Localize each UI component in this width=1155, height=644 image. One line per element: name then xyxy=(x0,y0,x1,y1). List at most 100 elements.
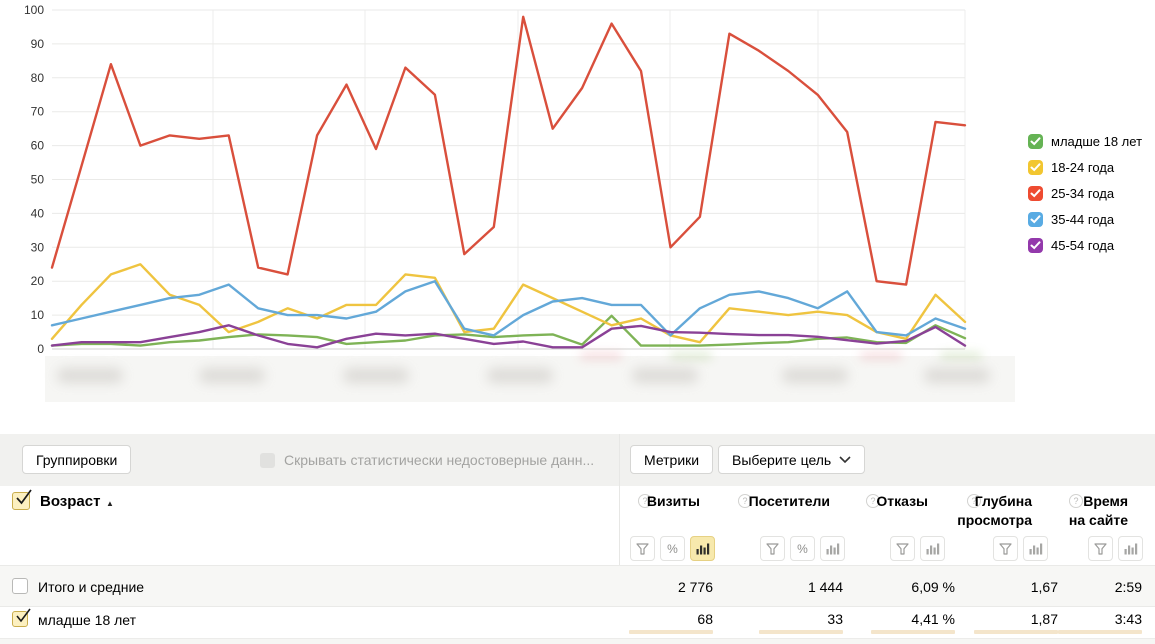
depth-ratio-bar xyxy=(974,630,1058,634)
help-icon[interactable]: ? xyxy=(866,494,880,508)
under18-visitors-value: 33 xyxy=(827,611,843,627)
visits-filter-funnel-icon[interactable] xyxy=(630,536,655,561)
visits-ratio-bar xyxy=(629,630,713,634)
legend-item-35-44[interactable]: 35-44 года xyxy=(1028,206,1142,232)
legend-label: 18-24 года xyxy=(1051,159,1115,175)
blurred-date-label xyxy=(343,368,409,383)
blur-smear xyxy=(940,353,982,359)
check-icon xyxy=(16,608,31,623)
check-icon xyxy=(1030,188,1041,197)
visitors-ratio-bar xyxy=(759,630,843,634)
column-header-visits[interactable]: Визиты xyxy=(646,493,700,509)
svg-text:30: 30 xyxy=(31,240,45,254)
bars-icon xyxy=(1124,543,1137,554)
time-chart-bars-icon[interactable] xyxy=(1118,536,1143,561)
groupings-button[interactable]: Группировки xyxy=(22,445,132,474)
under18-bounces-value: 4,41 % xyxy=(911,611,955,627)
blurred-date-label xyxy=(782,368,848,383)
blurred-date-label xyxy=(632,368,698,383)
funnel-icon xyxy=(636,542,649,555)
dimension-header-age[interactable]: Возраст xyxy=(40,493,101,510)
legend-checkbox-under18[interactable] xyxy=(1028,133,1043,149)
chevron-down-icon xyxy=(839,456,851,463)
check-icon xyxy=(1030,240,1041,249)
row-separator xyxy=(0,606,1155,607)
funnel-icon xyxy=(766,542,779,555)
blur-smear xyxy=(860,353,902,359)
metrics-button[interactable]: Метрики xyxy=(630,445,714,474)
x-axis-blurred-labels xyxy=(45,353,1015,402)
column-header-visitors[interactable]: Посетители xyxy=(748,493,830,509)
visits-chart-bars-icon[interactable] xyxy=(690,536,715,561)
funnel-icon xyxy=(1094,542,1107,555)
select-goal-button[interactable]: Выберите цель xyxy=(718,445,866,474)
table-controls-bar: Группировки Скрывать статистически недос… xyxy=(0,434,1155,486)
svg-text:70: 70 xyxy=(31,105,45,119)
svg-text:100: 100 xyxy=(24,3,44,17)
under18-row-checkbox[interactable] xyxy=(12,608,31,627)
bars-icon xyxy=(1029,543,1042,554)
sort-asc-icon[interactable]: ▲ xyxy=(106,499,114,508)
visitors-percent-icon[interactable]: % xyxy=(790,536,815,561)
check-icon xyxy=(1030,214,1041,223)
visitors-chart-bars-icon[interactable] xyxy=(820,536,845,561)
legend-item-under18[interactable]: младше 18 лет xyxy=(1028,128,1142,154)
svg-text:40: 40 xyxy=(31,206,45,220)
svg-text:90: 90 xyxy=(31,37,45,51)
help-icon[interactable]: ? xyxy=(1069,494,1083,508)
legend-checkbox-45-54[interactable] xyxy=(1028,237,1043,253)
visits-percent-icon[interactable]: % xyxy=(660,536,685,561)
bounces-filter-funnel-icon[interactable] xyxy=(890,536,915,561)
legend-item-18-24[interactable]: 18-24 года xyxy=(1028,154,1142,180)
svg-text:0: 0 xyxy=(37,342,44,356)
blurred-date-label xyxy=(924,368,990,383)
bars-icon xyxy=(696,543,709,554)
next-row-edge xyxy=(0,638,1155,644)
blurred-date-label xyxy=(199,368,265,383)
legend-checkbox-35-44[interactable] xyxy=(1028,211,1043,227)
blurred-date-label xyxy=(57,368,123,383)
totals-depth-value: 1,67 xyxy=(1030,579,1058,595)
table-row-under18: младше 18 лет 68 33 4,41 % 1,87 3:43 xyxy=(0,607,1155,638)
legend-item-25-34[interactable]: 25-34 года xyxy=(1028,180,1142,206)
svg-text:20: 20 xyxy=(31,274,45,288)
svg-text:60: 60 xyxy=(31,139,45,153)
funnel-icon xyxy=(896,542,909,555)
bounces-ratio-bar xyxy=(871,630,955,634)
legend-label: 25-34 года xyxy=(1051,185,1115,201)
bars-icon xyxy=(926,543,939,554)
legend-item-45-54[interactable]: 45-54 года xyxy=(1028,232,1142,258)
bars-icon xyxy=(826,543,839,554)
dimension-checkbox[interactable] xyxy=(12,489,32,510)
svg-text:50: 50 xyxy=(31,173,45,187)
blur-smear xyxy=(670,353,712,359)
blurred-date-label xyxy=(487,368,553,383)
under18-time-value: 3:43 xyxy=(1114,611,1142,627)
totals-row-checkbox[interactable] xyxy=(12,578,28,594)
check-icon xyxy=(16,489,32,505)
column-header-time-on-site[interactable]: Время на сайте xyxy=(1068,493,1128,528)
help-icon[interactable]: ? xyxy=(638,494,652,508)
totals-visits-value: 2 776 xyxy=(677,579,713,595)
funnel-icon xyxy=(999,542,1012,555)
column-header-depth[interactable]: Глубина просмотра xyxy=(957,493,1032,528)
legend-checkbox-25-34[interactable] xyxy=(1028,185,1043,201)
totals-time-value: 2:59 xyxy=(1114,579,1142,595)
help-icon[interactable]: ? xyxy=(967,494,981,508)
table-vertical-divider xyxy=(619,434,620,644)
bounces-chart-bars-icon[interactable] xyxy=(920,536,945,561)
hide-unreliable-label: Скрывать статистически недостоверные дан… xyxy=(284,452,595,468)
depth-chart-bars-icon[interactable] xyxy=(1023,536,1048,561)
column-header-bounces[interactable]: Отказы xyxy=(876,493,928,509)
time-filter-funnel-icon[interactable] xyxy=(1088,536,1113,561)
select-goal-label: Выберите цель xyxy=(732,451,832,468)
depth-filter-funnel-icon[interactable] xyxy=(993,536,1018,561)
visitors-filter-funnel-icon[interactable] xyxy=(760,536,785,561)
hide-unreliable-checkbox[interactable] xyxy=(260,453,275,468)
row-separator xyxy=(0,565,1155,566)
totals-visitors-value: 1 444 xyxy=(807,579,843,595)
totals-row-label: Итого и средние xyxy=(38,579,145,595)
help-icon[interactable]: ? xyxy=(738,494,752,508)
legend-checkbox-18-24[interactable] xyxy=(1028,159,1043,175)
